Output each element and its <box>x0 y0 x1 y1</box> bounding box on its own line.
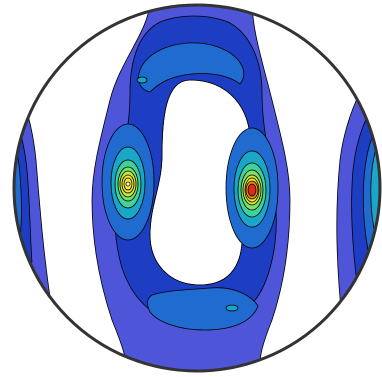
ring-bottom-inner-spot <box>225 304 239 312</box>
right-side-peak <box>225 127 279 249</box>
ring-top-inner-spot <box>136 76 148 84</box>
ring-bottom-level-3 <box>147 287 259 331</box>
ring-top-level-3 <box>138 42 245 93</box>
pole-figure-outline <box>12 3 382 373</box>
left-side-peak <box>101 123 155 241</box>
